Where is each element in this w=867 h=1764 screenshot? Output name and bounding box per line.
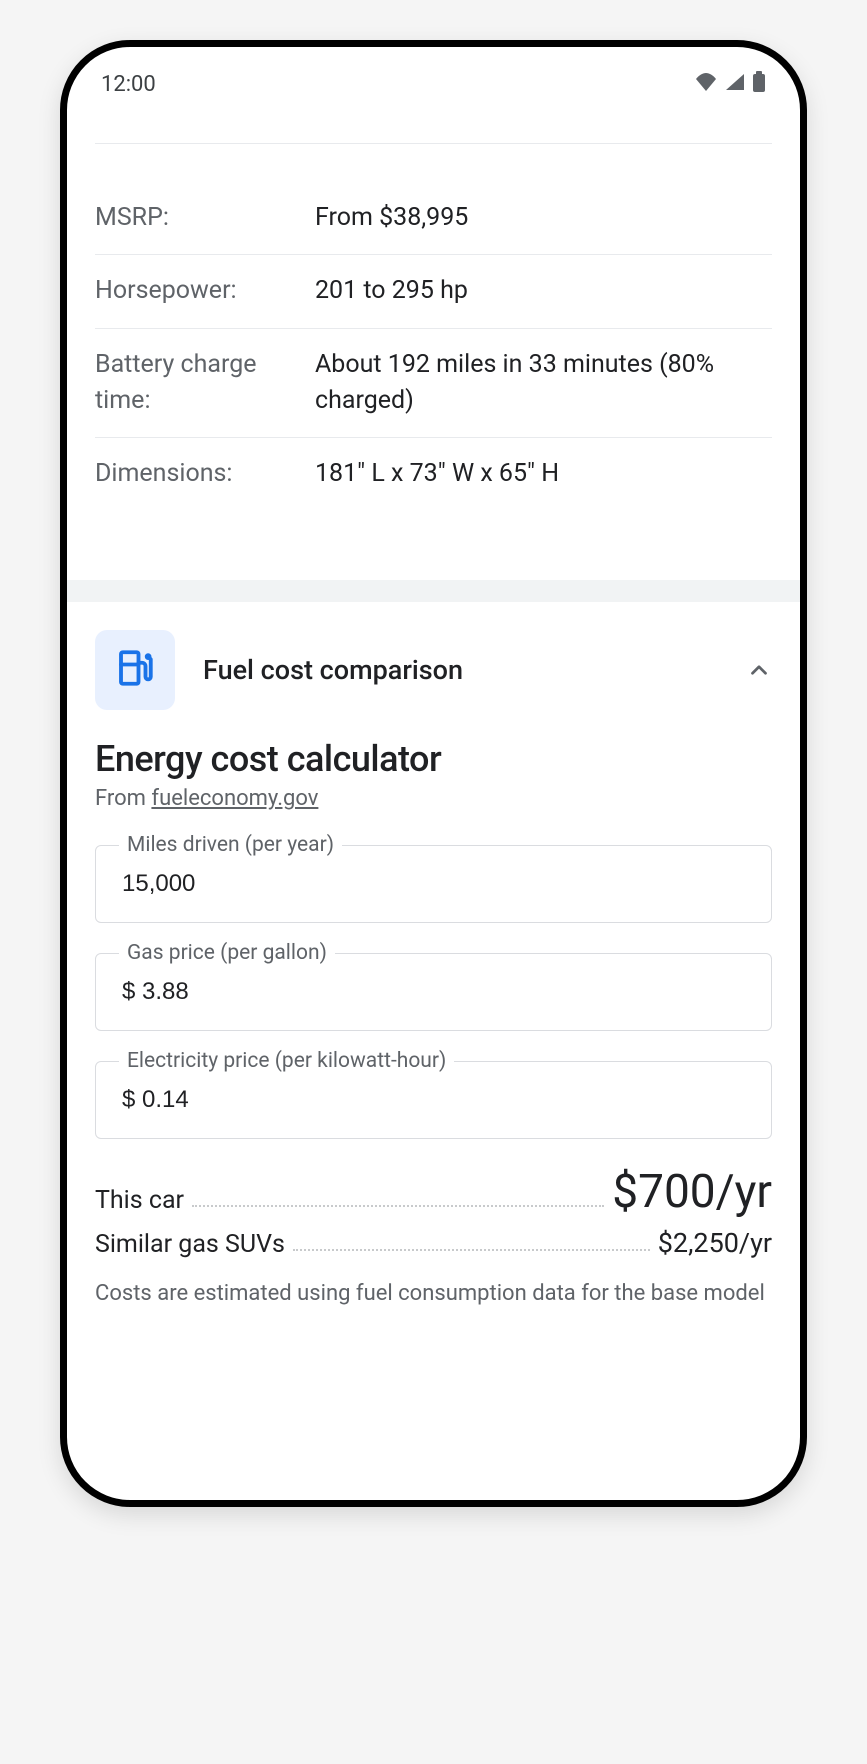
dotted-leader (192, 1205, 604, 1207)
status-bar: 12:00 (67, 47, 800, 103)
input-label: Electricity price (per kilowatt-hour) (119, 1049, 454, 1073)
result-row-this-car: This car $700/yr (95, 1169, 772, 1215)
spec-label: MSRP: (95, 200, 315, 236)
dotted-leader (293, 1249, 650, 1251)
calculator-heading: Energy cost calculator (95, 738, 772, 780)
spec-row-horsepower: Horsepower: 201 to 295 hp (95, 255, 772, 328)
source-prefix: From (95, 786, 151, 811)
fuel-section-title: Fuel cost comparison (203, 654, 718, 686)
chevron-up-icon[interactable] (746, 657, 772, 683)
spec-value: About 192 miles in 33 minutes (80% charg… (315, 347, 772, 420)
spec-row-dimensions: Dimensions: 181" L x 73" W x 65" H (95, 438, 772, 510)
status-time: 12:00 (101, 72, 156, 97)
fuel-pump-icon (114, 647, 156, 693)
spec-value: From $38,995 (315, 200, 468, 236)
input-label: Miles driven (per year) (119, 833, 342, 857)
input-group-electricity: Electricity price (per kilowatt-hour) (95, 1061, 772, 1139)
input-group-gas: Gas price (per gallon) (95, 953, 772, 1031)
wifi-icon (694, 72, 718, 96)
section-divider (67, 580, 800, 602)
divider (95, 143, 772, 144)
result-label: This car (95, 1186, 184, 1215)
battery-icon (752, 71, 766, 97)
spec-label: Dimensions: (95, 456, 315, 492)
spec-value: 201 to 295 hp (315, 273, 468, 309)
cellular-icon (724, 72, 746, 96)
source-link[interactable]: fueleconomy.gov (151, 786, 318, 811)
fuel-icon-container (95, 630, 175, 710)
fuel-section-header[interactable]: Fuel cost comparison (95, 630, 772, 710)
result-row-similar-suvs: Similar gas SUVs $2,250/yr (95, 1227, 772, 1259)
spec-label: Horsepower: (95, 273, 315, 309)
spec-value: 181" L x 73" W x 65" H (315, 456, 559, 492)
specs-section: MSRP: From $38,995 Horsepower: 201 to 29… (67, 103, 800, 580)
spec-row-msrp: MSRP: From $38,995 (95, 182, 772, 255)
result-value: $700/yr (612, 1169, 772, 1215)
result-value: $2,250/yr (658, 1227, 772, 1259)
spec-label: Battery charge time: (95, 347, 315, 420)
spec-row-battery: Battery charge time: About 192 miles in … (95, 329, 772, 439)
content-scroll[interactable]: MSRP: From $38,995 Horsepower: 201 to 29… (67, 103, 800, 1330)
status-icons (694, 71, 766, 97)
input-label: Gas price (per gallon) (119, 941, 335, 965)
fuel-cost-section: Fuel cost comparison Energy cost calcula… (67, 602, 800, 1310)
calculator-source: From fueleconomy.gov (95, 786, 772, 811)
result-label: Similar gas SUVs (95, 1230, 285, 1259)
input-group-miles: Miles driven (per year) (95, 845, 772, 923)
phone-frame: 12:00 MSRP: From $38,995 Horsepower: 201… (60, 40, 807, 1507)
disclaimer-text: Costs are estimated using fuel consumpti… (95, 1279, 772, 1310)
